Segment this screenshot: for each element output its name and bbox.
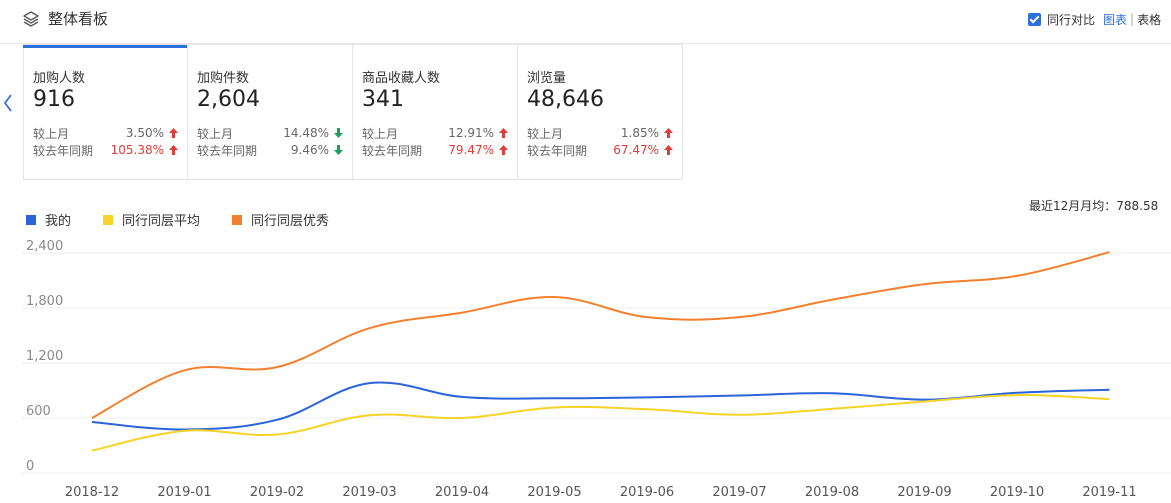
- cmp-label: 较去年同期: [33, 143, 94, 158]
- layers-icon: [23, 11, 39, 27]
- compare-label[interactable]: 同行对比: [1047, 12, 1096, 27]
- cmp-label: 较上月: [33, 126, 70, 141]
- x-tick-label: 2018-12: [65, 485, 119, 500]
- view-chart-link[interactable]: 图表: [1103, 12, 1128, 27]
- header-bar: 整体看板 同行对比 图表 | 表格: [0, 0, 1171, 44]
- mom-row: 较上月 12.91%: [362, 125, 509, 141]
- yoy-row: 较去年同期 67.47%: [527, 142, 674, 158]
- card-label: 加购件数: [197, 71, 250, 86]
- yoy-row: 较去年同期 79.47%: [362, 142, 509, 158]
- metric-card-add-to-cart-users[interactable]: 加购人数 916 较上月 3.50% 较去年同期 105.38%: [23, 44, 188, 180]
- x-tick-label: 2019-10: [990, 485, 1044, 500]
- mom-value: 14.48%: [283, 126, 329, 140]
- cmp-label: 较上月: [527, 126, 564, 141]
- arrow-up-icon: [169, 145, 178, 155]
- yoy-value: 79.47%: [448, 143, 494, 157]
- x-tick-label: 2019-05: [527, 485, 581, 500]
- yoy-value: 9.46%: [290, 143, 329, 157]
- y-tick-label: 1,800: [26, 294, 63, 309]
- y-tick-label: 600: [26, 404, 51, 419]
- x-tick-label: 2019-01: [157, 485, 211, 500]
- x-tick-label: 2019-07: [712, 485, 766, 500]
- arrow-down-icon: [334, 145, 343, 155]
- legend-swatch: [26, 214, 36, 225]
- legend-label: 同行同层优秀: [251, 214, 330, 229]
- mom-value: 3.50%: [125, 126, 164, 140]
- mom-row: 较上月 3.50%: [33, 125, 179, 141]
- compare-checkbox[interactable]: [1028, 12, 1041, 26]
- legend-swatch: [103, 214, 114, 225]
- x-tick-label: 2019-03: [342, 485, 396, 500]
- x-tick-label: 2019-08: [805, 485, 859, 500]
- x-tick-label: 2019-02: [250, 485, 304, 500]
- card-value: 48,646: [527, 87, 604, 112]
- view-controls: 同行对比 图表 | 表格: [1028, 10, 1161, 28]
- chart-legend: 我的 同行同层平均 同行同层优秀: [26, 210, 361, 229]
- card-label: 浏览量: [527, 71, 567, 86]
- metric-card-favorites[interactable]: 商品收藏人数 341 较上月 12.91% 较去年同期 79.47%: [353, 44, 518, 180]
- arrow-up-icon: [664, 145, 673, 155]
- yoy-value: 105.38%: [110, 143, 164, 157]
- metric-card-page-views[interactable]: 浏览量 48,646 较上月 1.85% 较去年同期 67.47%: [518, 44, 683, 180]
- card-value: 341: [362, 87, 404, 112]
- mom-row: 较上月 1.85%: [527, 125, 674, 141]
- y-tick-label: 1,200: [26, 349, 63, 364]
- x-tick-label: 2019-11: [1082, 485, 1136, 500]
- yoy-row: 较去年同期 9.46%: [197, 142, 344, 158]
- page-title: 整体看板: [48, 10, 109, 28]
- cmp-label: 较去年同期: [362, 143, 423, 158]
- x-tick-label: 2019-09: [897, 485, 951, 500]
- cmp-label: 较上月: [197, 126, 234, 141]
- metric-card-add-to-cart-items[interactable]: 加购件数 2,604 较上月 14.48% 较去年同期 9.46%: [188, 44, 353, 180]
- cmp-label: 较去年同期: [197, 143, 258, 158]
- line-chart: 0 600 1,200 1,800 2,400 2018-12 2019-01 2019-02…: [22, 239, 1171, 500]
- cmp-label: 较去年同期: [527, 143, 588, 158]
- mom-value: 1.85%: [620, 126, 659, 140]
- monthly-average: 最近12月月均：788.58: [1029, 199, 1159, 213]
- legend-label: 同行同层平均: [122, 214, 201, 229]
- card-label: 商品收藏人数: [362, 71, 441, 86]
- card-label: 加购人数: [33, 71, 86, 86]
- series-line-peer-excellent: [91, 251, 1110, 419]
- card-value: 2,604: [197, 87, 260, 112]
- card-value: 916: [33, 87, 75, 112]
- y-tick-label: 0: [26, 459, 34, 474]
- yoy-row: 较去年同期 105.38%: [33, 142, 179, 158]
- mom-value: 12.91%: [448, 126, 494, 140]
- arrow-up-icon: [499, 145, 508, 155]
- arrow-up-icon: [169, 128, 178, 138]
- x-tick-label: 2019-06: [620, 485, 674, 500]
- legend-swatch: [232, 214, 243, 225]
- yoy-value: 67.47%: [613, 143, 659, 157]
- cmp-label: 较上月: [362, 126, 399, 141]
- legend-item-peer-excellent[interactable]: 同行同层优秀: [232, 210, 329, 229]
- view-separator: |: [1130, 12, 1135, 26]
- arrow-down-icon: [334, 128, 343, 138]
- view-table-link[interactable]: 表格: [1137, 12, 1162, 27]
- chevron-left-icon[interactable]: [0, 88, 18, 118]
- arrow-up-icon: [664, 128, 673, 138]
- mom-row: 较上月 14.48%: [197, 125, 344, 141]
- metric-cards: 加购人数 916 较上月 3.50% 较去年同期 105.38% 加购件数 2,…: [23, 44, 683, 180]
- series-line-mine: [91, 381, 1110, 431]
- legend-item-peer-average[interactable]: 同行同层平均: [103, 210, 200, 229]
- legend-item-mine[interactable]: 我的: [26, 210, 71, 229]
- series-line-peer-average: [91, 394, 1110, 452]
- x-tick-label: 2019-04: [435, 485, 489, 500]
- arrow-up-icon: [499, 128, 508, 138]
- y-tick-label: 2,400: [26, 239, 63, 254]
- legend-label: 我的: [45, 214, 72, 229]
